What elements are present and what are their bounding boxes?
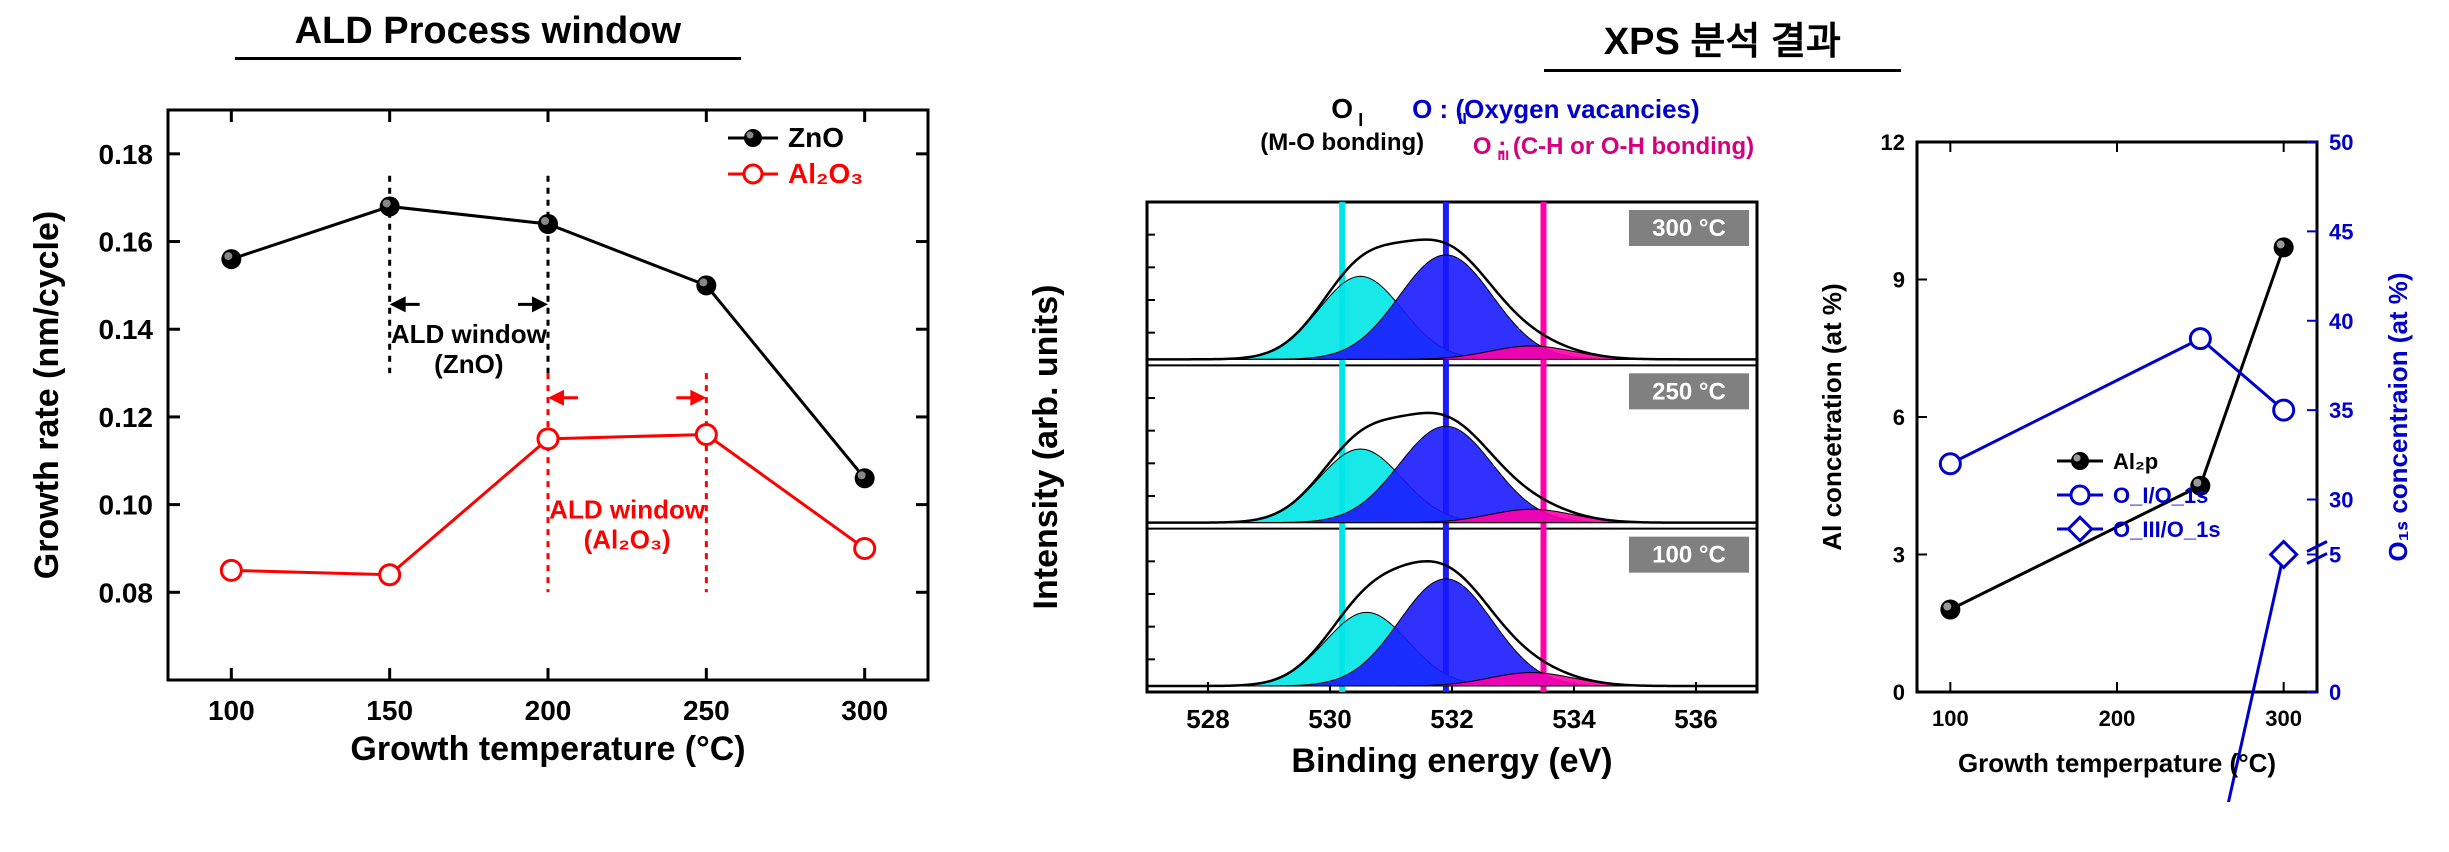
svg-text:(Al₂O₃): (Al₂O₃) [583, 525, 670, 555]
svg-text:100: 100 [1932, 706, 1969, 731]
xps-panel: XPS 분석 결과 528530532534536OI(M-O bonding)… [1006, 10, 2439, 842]
svg-text:9: 9 [1893, 268, 1905, 293]
svg-text:II: II [1458, 111, 1467, 128]
xps-spectra-chart: 528 530 532 534 536 OI(M-O bonding) O : (Oxyge… [1017, 82, 1777, 802]
svg-text:530: 530 [1309, 704, 1352, 734]
svg-text:O_III/O_1s: O_III/O_1s [2113, 517, 2221, 542]
svg-text:O₁ₛ concentraion (at %): O₁ₛ concentraion (at %) [2383, 272, 2413, 561]
svg-text:3: 3 [1893, 543, 1905, 568]
xps-panel-title: XPS 분석 결과 [1544, 10, 1901, 72]
svg-text:0.12: 0.12 [98, 402, 153, 433]
svg-text:200: 200 [524, 695, 571, 726]
svg-text:(M-O bonding): (M-O bonding) [1261, 129, 1425, 156]
svg-text:40: 40 [2329, 309, 2353, 334]
svg-text:200: 200 [2099, 706, 2136, 731]
svg-text:100 °C: 100 °C [1652, 542, 1726, 569]
svg-text:O_I/O_1s: O_I/O_1s [2113, 483, 2208, 508]
svg-text:O : (Oxygen vacancies): O : (Oxygen vacancies) [1412, 94, 1700, 124]
svg-text:30: 30 [2329, 488, 2353, 513]
svg-text:Growth temperpature (°C): Growth temperpature (°C) [1958, 748, 2276, 778]
svg-text:6: 6 [1893, 405, 1905, 430]
ald-chart-svg: 100 150 200 250 300 0.08 0.10 0.12 0.14 0.16 0.18 G… [18, 70, 958, 790]
svg-text:300 °C: 300 °C [1652, 215, 1726, 242]
svg-text:I: I [1358, 110, 1363, 130]
svg-text:0.10: 0.10 [98, 490, 153, 521]
ald-chart: 100 150 200 250 300 0.08 0.10 0.12 0.14 0.16 0.18 G… [18, 70, 958, 790]
svg-text:0: 0 [1893, 680, 1905, 705]
svg-text:Binding energy (eV): Binding energy (eV) [1292, 742, 1613, 780]
svg-text:III: III [1498, 147, 1510, 163]
svg-text:50: 50 [2329, 130, 2353, 155]
svg-text:536: 536 [1675, 704, 1718, 734]
svg-text:O: O [1332, 93, 1354, 124]
ald-panel-title: ALD Process window [235, 10, 741, 60]
svg-text:ALD window: ALD window [549, 495, 706, 525]
svg-text:0.08: 0.08 [98, 577, 153, 608]
svg-text:0.18: 0.18 [98, 139, 153, 170]
svg-text:532: 532 [1431, 704, 1474, 734]
concentration-chart: 100 200 300 0 3 6 9 12 0 5 30 35 40 45 50 Al₂p O_I/O_1s O… [1807, 82, 2427, 802]
svg-text:35: 35 [2329, 398, 2353, 423]
svg-text:100: 100 [208, 695, 255, 726]
svg-text:150: 150 [366, 695, 413, 726]
svg-text:250: 250 [683, 695, 730, 726]
svg-text:0.14: 0.14 [98, 314, 153, 345]
svg-text:ALD window: ALD window [391, 319, 548, 349]
svg-text:45: 45 [2329, 219, 2353, 244]
xps-chart-svg: 528 530 532 534 536 OI(M-O bonding) O : (Oxyge… [1017, 82, 1777, 802]
svg-text:300: 300 [2266, 706, 2303, 731]
svg-text:12: 12 [1881, 130, 1905, 155]
svg-text:528: 528 [1187, 704, 1230, 734]
svg-text:Growth rate (nm/cycle): Growth rate (nm/cycle) [28, 211, 66, 579]
svg-text:0: 0 [2329, 680, 2341, 705]
svg-text:Intensity (arb. units): Intensity (arb. units) [1027, 285, 1065, 610]
svg-text:300: 300 [841, 695, 888, 726]
svg-text:(ZnO): (ZnO) [434, 349, 503, 379]
svg-text:250 °C: 250 °C [1652, 378, 1726, 405]
svg-text:Al concetration (at %): Al concetration (at %) [1817, 283, 1847, 550]
svg-text:0.16: 0.16 [98, 227, 153, 258]
ald-process-panel: ALD Process window 100 150 200 250 300 0.08 0.… [10, 10, 966, 842]
svg-text:Al₂O₃: Al₂O₃ [788, 158, 863, 189]
svg-text:O : (C-H or O-H bonding): O : (C-H or O-H bonding) [1473, 133, 1754, 160]
svg-text:5: 5 [2329, 543, 2341, 568]
svg-text:ZnO: ZnO [788, 122, 844, 153]
svg-text:534: 534 [1553, 704, 1597, 734]
svg-text:Growth temperature (°C): Growth temperature (°C) [350, 730, 745, 768]
svg-text:Al₂p: Al₂p [2113, 449, 2158, 474]
conc-chart-svg: 100 200 300 0 3 6 9 12 0 5 30 35 40 45 50 Al₂p O_I/O_1s O… [1807, 82, 2427, 802]
